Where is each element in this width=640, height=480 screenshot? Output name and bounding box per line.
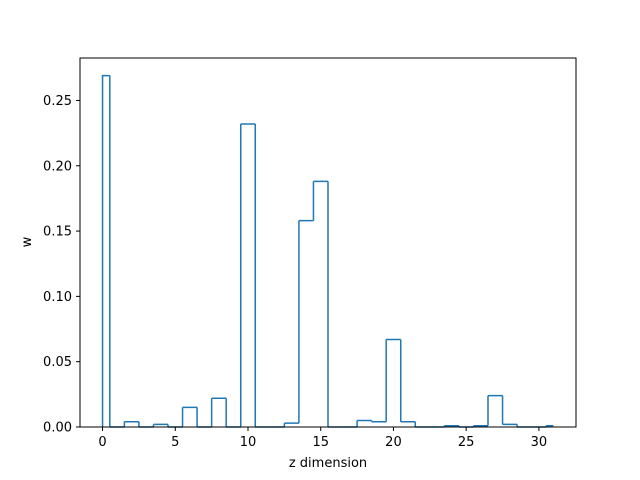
y-axis-label: w [20,236,35,247]
histogram-bin-27 [488,394,504,425]
x-axis-label: z dimension [289,456,367,471]
histogram-bin-26 [473,395,489,427]
x-tick-label: 5 [171,435,179,450]
histogram-bin-19 [371,339,387,423]
y-tick-label: 0.15 [43,225,72,240]
x-axis: 0 5 10 15 20 25 30 [98,427,547,450]
y-tick-label: 0.20 [43,159,72,174]
histogram-bin-10 [240,123,257,427]
x-tick-label: 20 [385,435,402,450]
histogram-bin-21 [400,421,417,427]
histogram-bin-2 [124,421,140,427]
histogram-bin-20 [386,338,402,422]
histogram-bin-14 [298,181,315,222]
y-tick-label: 0.25 [43,94,72,109]
x-tick-label: 15 [312,435,329,450]
y-tick-label: 0.05 [43,355,72,370]
x-tick-label: 0 [98,435,106,450]
plot-frame [79,57,577,428]
y-axis: 0.00 0.05 0.10 0.15 0.20 0.25 [43,94,80,436]
histogram-bin-18 [357,419,373,422]
y-tick-label: 0.00 [43,421,72,436]
x-tick-label: 10 [240,435,257,450]
histogram-bin-0 [101,74,111,427]
histogram-bin-8 [211,397,227,427]
histogram-bin-13 [284,220,300,424]
histogram-bin-15 [313,180,329,427]
histogram-bin-6 [182,406,198,427]
y-tick-label: 0.10 [43,290,72,305]
x-tick-label: 25 [458,435,475,450]
x-tick-label: 30 [531,435,548,450]
